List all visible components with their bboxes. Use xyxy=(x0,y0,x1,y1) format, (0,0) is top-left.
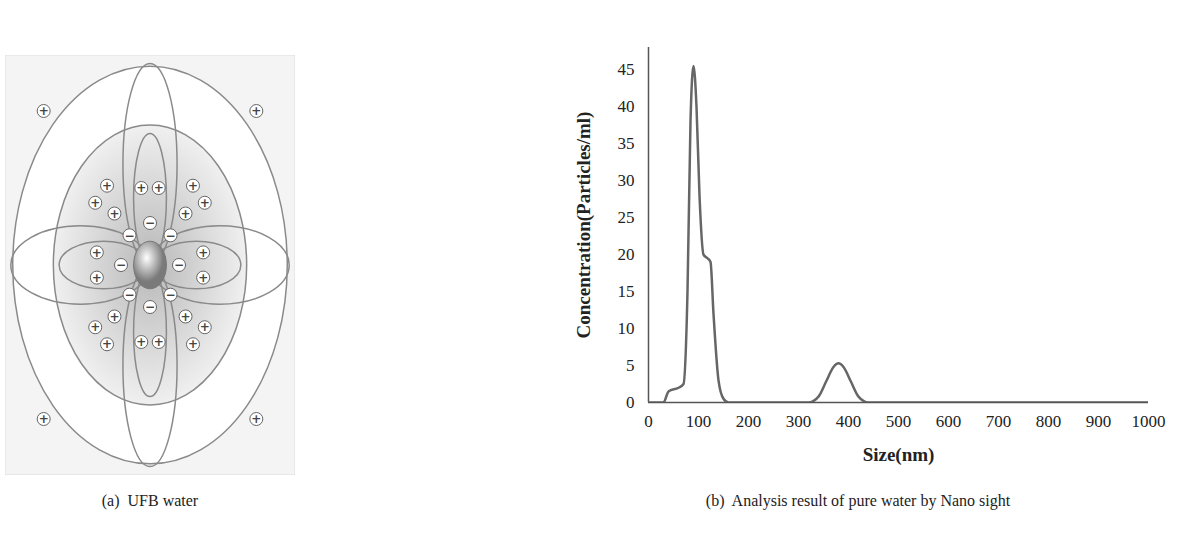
svg-text:40: 40 xyxy=(618,97,635,116)
svg-text:+: + xyxy=(188,179,198,193)
svg-text:+: + xyxy=(102,179,112,193)
svg-text:+: + xyxy=(90,196,100,210)
svg-text:45: 45 xyxy=(618,60,635,79)
svg-text:900: 900 xyxy=(1086,412,1112,431)
svg-text:−: − xyxy=(124,229,134,243)
svg-text:Concentration(Particles/ml): Concentration(Particles/ml) xyxy=(573,112,595,339)
svg-text:+: + xyxy=(136,335,146,349)
svg-text:+: + xyxy=(109,207,119,221)
svg-text:700: 700 xyxy=(986,412,1012,431)
html-text:(a) UFB water: (a) UFB water xyxy=(101,492,199,509)
svg-text:10: 10 xyxy=(618,319,635,338)
svg-text:+: + xyxy=(181,310,191,324)
svg-text:+: + xyxy=(154,335,164,349)
svg-text:5: 5 xyxy=(626,356,635,375)
svg-text:+: + xyxy=(92,271,102,285)
svg-text:+: + xyxy=(251,412,261,426)
svg-text:Size(nm): Size(nm) xyxy=(863,444,935,466)
svg-text:600: 600 xyxy=(936,412,962,431)
svg-text:+: + xyxy=(198,271,208,285)
svg-text:200: 200 xyxy=(736,412,762,431)
svg-text:+: + xyxy=(136,181,146,195)
svg-text:300: 300 xyxy=(786,412,812,431)
svg-text:0: 0 xyxy=(644,412,653,431)
svg-text:−: − xyxy=(165,229,175,243)
svg-text:+: + xyxy=(200,196,210,210)
svg-text:+: + xyxy=(188,337,198,351)
svg-text:+: + xyxy=(200,320,210,334)
svg-text:+: + xyxy=(90,320,100,334)
svg-text:+: + xyxy=(92,246,102,260)
svg-text:+: + xyxy=(198,246,208,260)
svg-text:+: + xyxy=(251,104,261,118)
svg-text:1000: 1000 xyxy=(1132,412,1166,431)
svg-text:800: 800 xyxy=(1036,412,1062,431)
html-text:(b) Analysis result of pure wa: (b) Analysis result of pure water by Nan… xyxy=(705,492,1011,509)
svg-text:−: − xyxy=(145,300,155,314)
svg-text:−: − xyxy=(165,288,175,302)
svg-text:35: 35 xyxy=(618,134,635,153)
svg-text:400: 400 xyxy=(836,412,862,431)
svg-text:+: + xyxy=(154,181,164,195)
svg-text:+: + xyxy=(39,104,49,118)
svg-text:+: + xyxy=(109,310,119,324)
svg-text:−: − xyxy=(116,258,126,272)
svg-text:+: + xyxy=(39,412,49,426)
svg-text:500: 500 xyxy=(886,412,912,431)
svg-text:100: 100 xyxy=(686,412,712,431)
svg-text:−: − xyxy=(174,258,184,272)
svg-text:20: 20 xyxy=(618,245,635,264)
svg-text:30: 30 xyxy=(618,171,635,190)
svg-text:0: 0 xyxy=(626,393,635,412)
svg-text:−: − xyxy=(145,216,155,230)
svg-text:+: + xyxy=(102,337,112,351)
svg-text:+: + xyxy=(181,207,191,221)
svg-text:−: − xyxy=(124,288,134,302)
svg-text:15: 15 xyxy=(618,282,635,301)
svg-text:25: 25 xyxy=(618,208,635,227)
